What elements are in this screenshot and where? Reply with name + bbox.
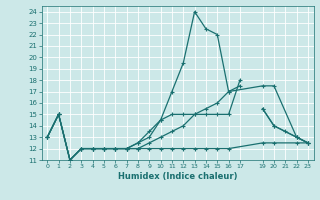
X-axis label: Humidex (Indice chaleur): Humidex (Indice chaleur) bbox=[118, 172, 237, 181]
